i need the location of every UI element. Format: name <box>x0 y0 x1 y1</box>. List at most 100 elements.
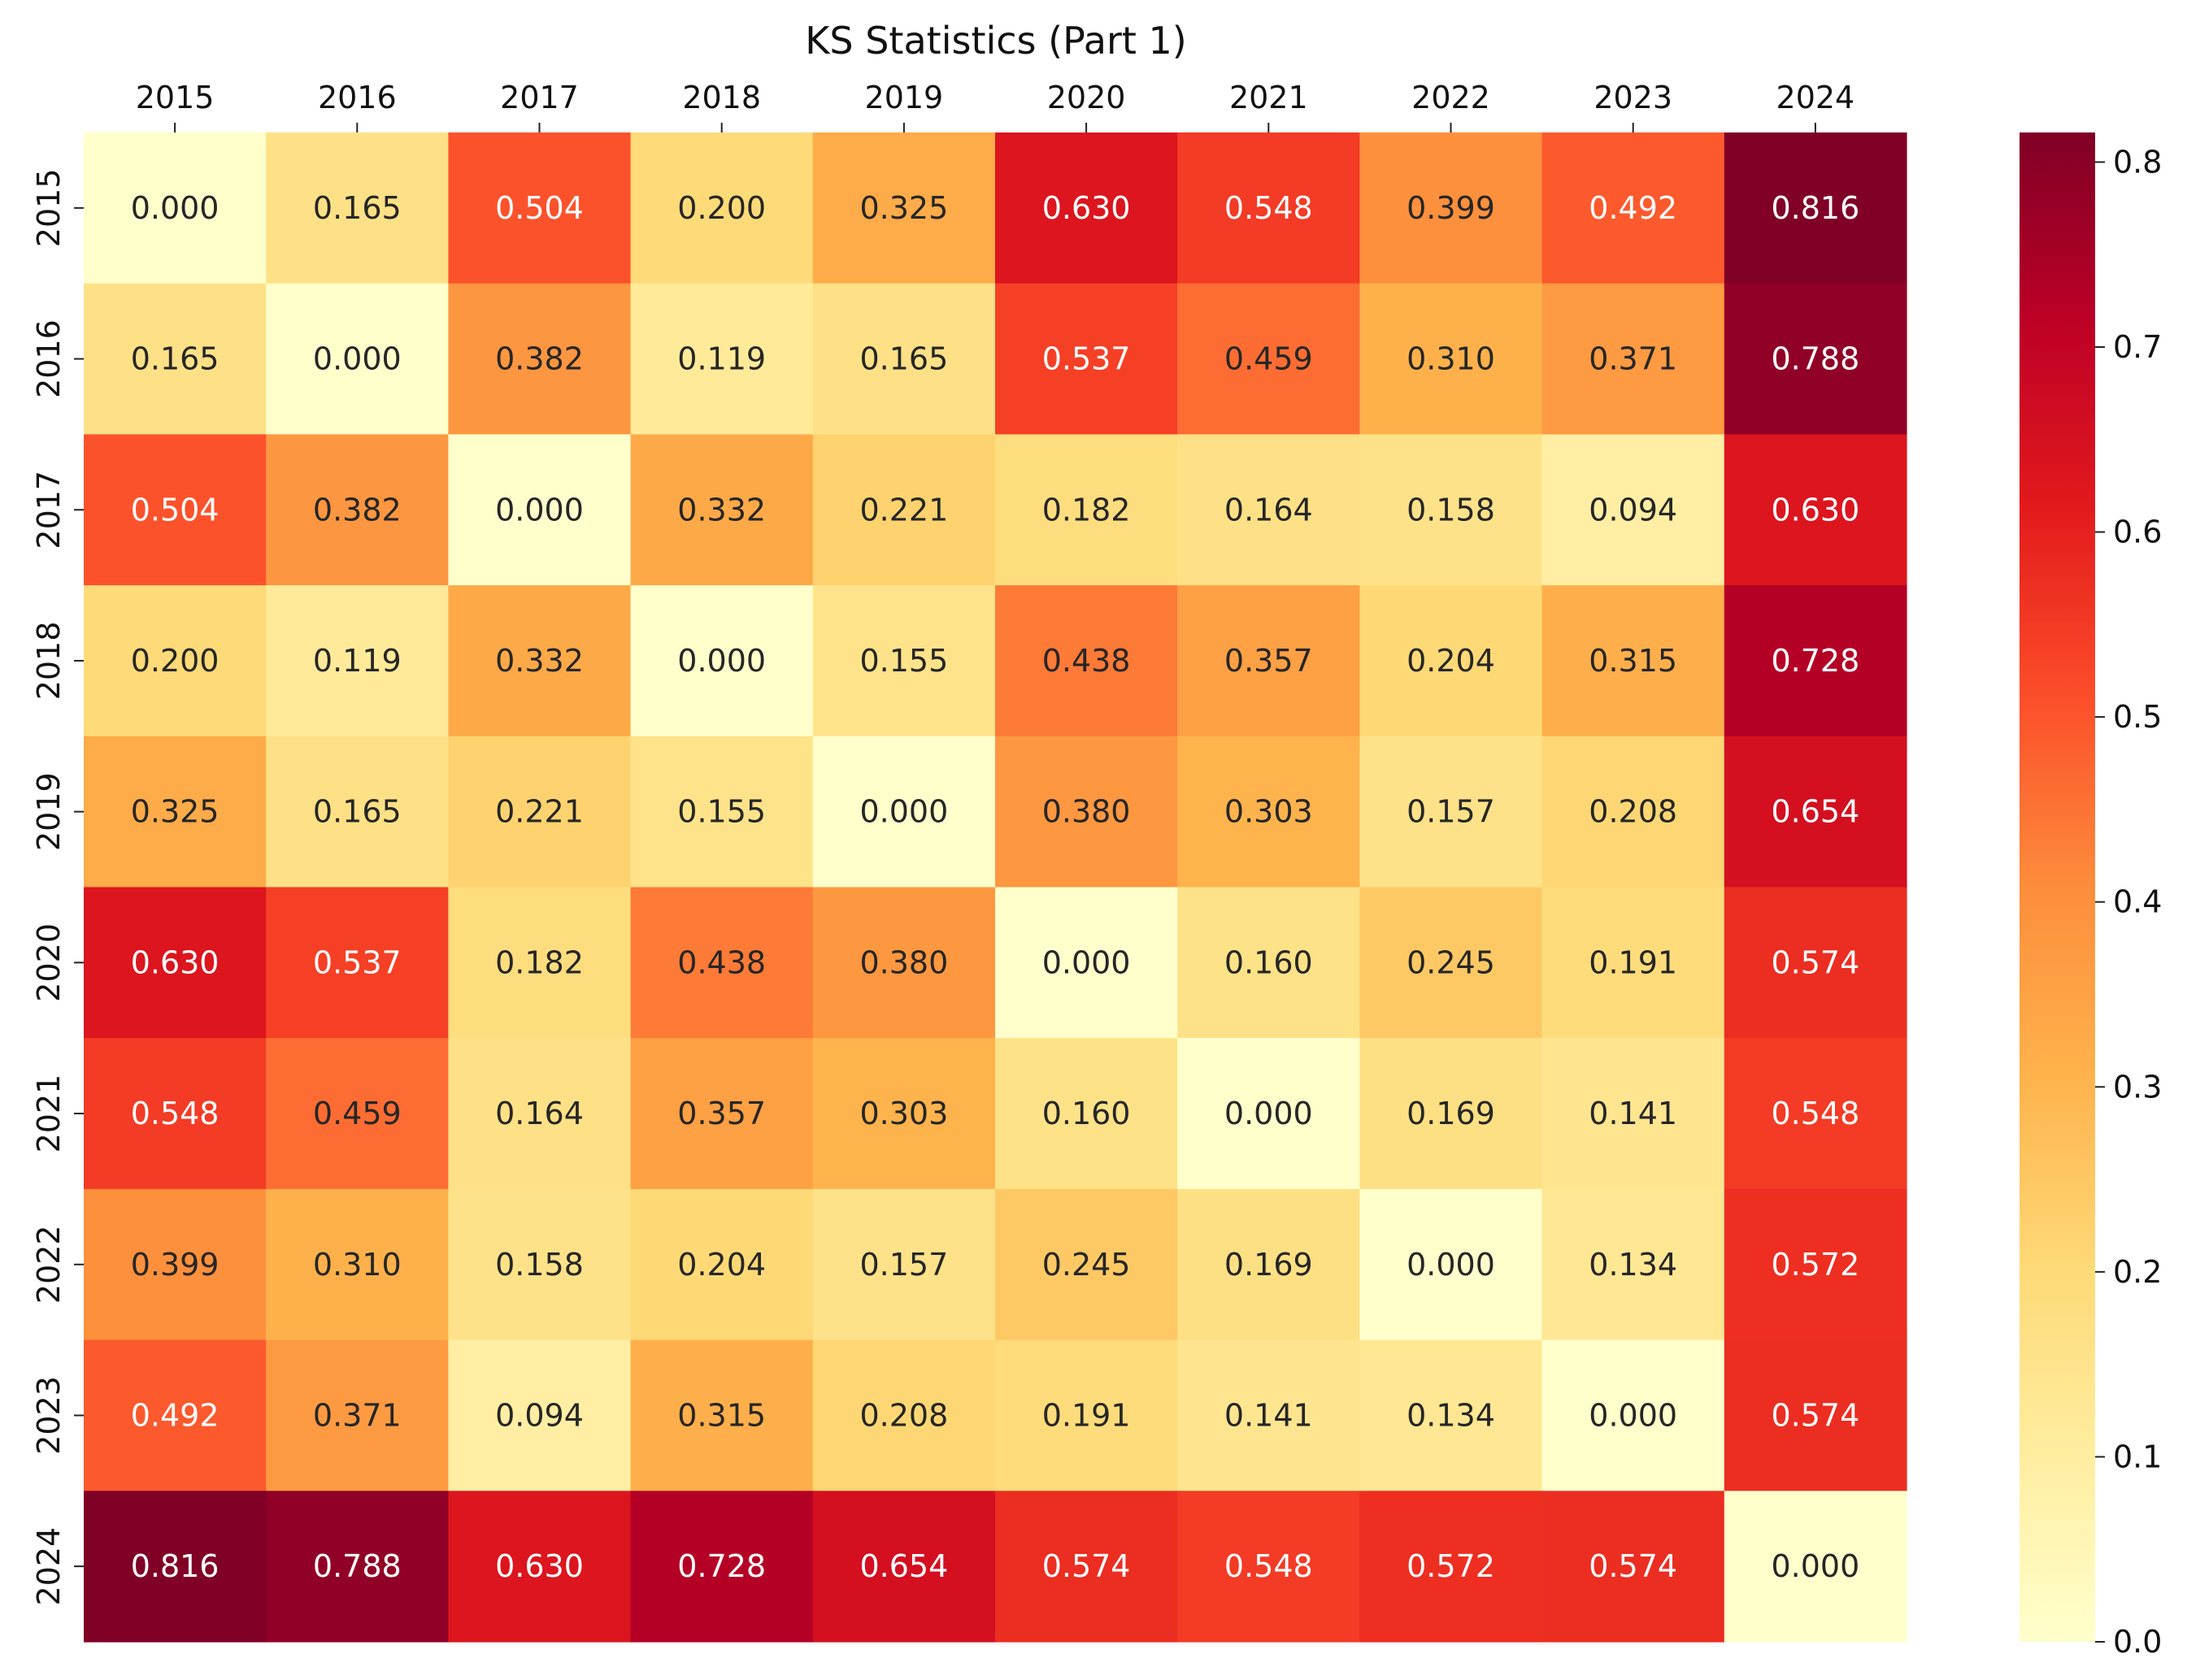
heatmap-cell <box>266 736 449 888</box>
heatmap-cell <box>1359 132 1543 284</box>
cell-value-label: 0.200 <box>131 643 220 679</box>
cell-value-label: 0.332 <box>677 492 766 527</box>
cell-value-label: 0.134 <box>1407 1397 1495 1433</box>
cell-value-label: 0.371 <box>313 1397 402 1433</box>
cell-value-label: 0.548 <box>1772 1096 1860 1131</box>
heatmap-cell <box>1724 1491 1907 1643</box>
x-tick-label: 2024 <box>1776 80 1855 115</box>
cell-value-label: 0.165 <box>131 341 220 377</box>
cell-value-label: 0.245 <box>1407 944 1495 980</box>
heatmap-cell <box>995 1339 1178 1491</box>
cell-value-label: 0.141 <box>1224 1397 1313 1433</box>
x-tick-label: 2023 <box>1594 80 1672 115</box>
cell-value-label: 0.816 <box>131 1548 220 1584</box>
cell-value-label: 0.371 <box>1589 341 1677 377</box>
x-tick-label: 2019 <box>865 80 944 115</box>
cell-value-label: 0.438 <box>677 944 766 980</box>
heatmap-cell <box>1177 1038 1360 1190</box>
cell-value-label: 0.537 <box>313 944 402 980</box>
cell-value-label: 0.165 <box>313 190 402 226</box>
cell-value-label: 0.504 <box>495 190 584 226</box>
heatmap-cell <box>1177 585 1360 737</box>
cell-value-label: 0.141 <box>1589 1096 1677 1131</box>
cell-value-label: 0.630 <box>1772 492 1860 527</box>
cell-value-label: 0.119 <box>313 643 402 679</box>
heatmap-cell <box>995 283 1178 435</box>
cell-value-label: 0.399 <box>1407 190 1495 226</box>
cell-value-label: 0.000 <box>131 190 220 226</box>
cell-value-label: 0.303 <box>860 1096 949 1131</box>
heatmap-cell <box>812 585 996 737</box>
heatmap-cell <box>630 585 814 737</box>
heatmap-cell <box>995 1038 1178 1190</box>
heatmap-cell <box>1541 1491 1725 1643</box>
cell-value-label: 0.380 <box>1042 794 1131 830</box>
x-tick-label: 2015 <box>136 80 215 115</box>
heatmap-cell <box>995 132 1178 284</box>
cell-value-label: 0.169 <box>1224 1247 1313 1283</box>
heatmap-cell <box>84 1339 267 1491</box>
heatmap-cell <box>84 1038 267 1190</box>
heatmap-cell <box>812 434 996 586</box>
y-tick-label: 2020 <box>31 923 67 1002</box>
heatmap-cell <box>1724 1188 1907 1341</box>
cell-value-label: 0.728 <box>1772 643 1860 679</box>
heatmap-cell <box>1541 1188 1725 1341</box>
heatmap-cell <box>1541 736 1725 888</box>
cell-value-label: 0.000 <box>1772 1548 1860 1584</box>
heatmap-cell <box>266 1491 449 1643</box>
colorbar-gradient <box>2020 132 2095 1642</box>
cell-value-label: 0.548 <box>1224 1548 1313 1584</box>
heatmap-cell <box>812 1038 996 1190</box>
cell-value-label: 0.182 <box>495 944 584 980</box>
cell-value-label: 0.000 <box>677 643 766 679</box>
y-tick-label: 2021 <box>31 1074 67 1153</box>
cell-value-label: 0.245 <box>1042 1247 1131 1283</box>
heatmap-cell <box>1724 1339 1907 1491</box>
colorbar-tick-label: 0.8 <box>2113 144 2162 180</box>
heatmap-cell <box>630 283 814 435</box>
heatmap-cell <box>812 1339 996 1491</box>
cell-value-label: 0.182 <box>1042 492 1131 527</box>
cell-value-label: 0.380 <box>860 944 949 980</box>
heatmap-cells: 0.000 0.165 0.504 0.200 0.325 0.630 0.548 0.399… <box>84 132 1907 1643</box>
y-tick-label: 2017 <box>31 471 67 549</box>
heatmap-cell <box>812 736 996 888</box>
heatmap-cell <box>1177 736 1360 888</box>
x-tick-label: 2022 <box>1411 80 1490 115</box>
heatmap-cell <box>1541 283 1725 435</box>
heatmap-cell <box>812 283 996 435</box>
heatmap-cell <box>1177 1339 1360 1491</box>
cell-value-label: 0.788 <box>1772 341 1860 377</box>
heatmap-cell <box>995 434 1178 586</box>
colorbar-tick-label: 0.7 <box>2113 329 2162 365</box>
cell-value-label: 0.572 <box>1407 1548 1495 1584</box>
heatmap-cell <box>995 1188 1178 1341</box>
cell-value-label: 0.654 <box>860 1548 949 1584</box>
heatmap-cell <box>630 1188 814 1341</box>
heatmap-cell <box>1359 585 1543 737</box>
cell-value-label: 0.157 <box>1407 794 1495 830</box>
heatmap-cell <box>266 1038 449 1190</box>
heatmap-cell <box>1724 283 1907 435</box>
heatmap-cell <box>630 1491 814 1643</box>
cell-value-label: 0.191 <box>1589 944 1677 980</box>
cell-value-label: 0.155 <box>677 794 766 830</box>
x-tick-label: 2021 <box>1229 80 1308 115</box>
heatmap-cell <box>812 132 996 284</box>
heatmap-cell <box>448 132 632 284</box>
cell-value-label: 0.157 <box>860 1247 949 1283</box>
heatmap-cell <box>266 1339 449 1491</box>
colorbar-tick-label: 0.5 <box>2113 699 2162 735</box>
heatmap-cell <box>84 132 267 284</box>
heatmap-cell <box>1359 434 1543 586</box>
cell-value-label: 0.574 <box>1589 1548 1677 1584</box>
cell-value-label: 0.572 <box>1772 1247 1860 1283</box>
heatmap-cell <box>812 1491 996 1643</box>
cell-value-label: 0.630 <box>131 944 220 980</box>
cell-value-label: 0.630 <box>1042 190 1131 226</box>
cell-value-label: 0.325 <box>131 794 220 830</box>
cell-value-label: 0.000 <box>860 794 949 830</box>
cell-value-label: 0.310 <box>313 1247 402 1283</box>
y-tick-label: 2024 <box>31 1527 67 1606</box>
